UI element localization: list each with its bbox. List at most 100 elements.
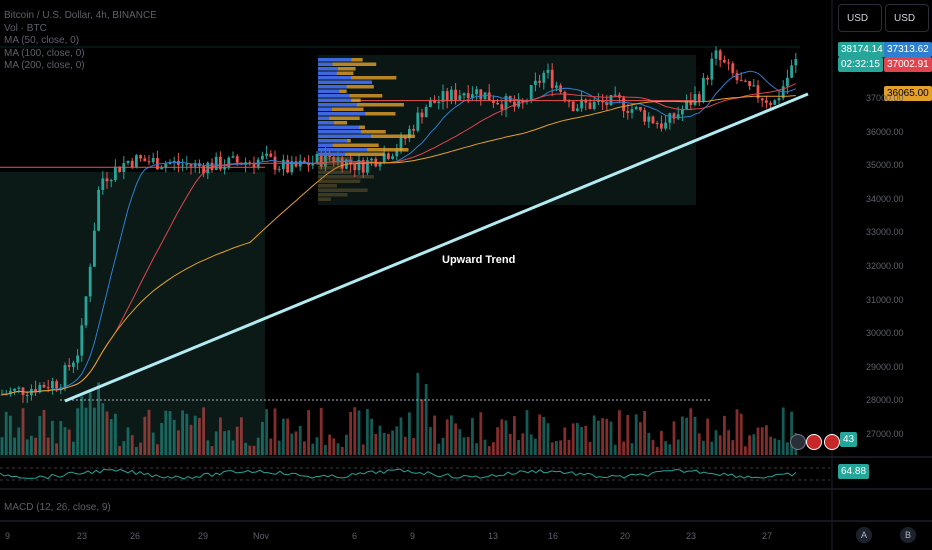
candle-body [655, 123, 659, 125]
volume-bar [651, 439, 655, 455]
volume-bar [164, 410, 168, 455]
volume-profile-bar [318, 98, 352, 102]
volume-bar [370, 418, 373, 455]
candle-body [613, 94, 617, 96]
volume-bar [588, 442, 592, 455]
candle-body [412, 128, 415, 131]
volume-bar [357, 410, 361, 455]
candle-body [718, 50, 722, 61]
candle-body [88, 266, 92, 297]
volume-bar [374, 433, 378, 455]
volume-tag: 43 [840, 432, 858, 447]
volume-bar [282, 418, 285, 455]
volume-bar [534, 438, 537, 455]
volume-bar [227, 430, 231, 455]
currency-button-2[interactable]: USD [885, 4, 929, 32]
candle-body [437, 101, 441, 104]
volume-bar [441, 437, 445, 455]
candle-body [626, 111, 630, 113]
volume-bar [80, 396, 84, 455]
volume-bar [172, 419, 176, 455]
us-flag-icon-2[interactable] [824, 434, 840, 450]
volume-bar [483, 439, 487, 455]
volume-bar [13, 437, 16, 455]
volume-bar [21, 408, 25, 455]
volume-bar [109, 419, 113, 455]
candle-body [630, 109, 634, 113]
button-b[interactable]: B [900, 527, 916, 543]
volume-bar [429, 427, 432, 455]
candle-body [353, 164, 357, 171]
volume-bar [773, 438, 777, 455]
candle-body [189, 164, 193, 167]
volume-profile-bar [318, 193, 348, 197]
volume-profile-bar [318, 148, 368, 152]
candle-body [697, 94, 701, 102]
volume-bar [189, 424, 193, 455]
candle-body [597, 100, 600, 102]
candle-body [462, 93, 466, 96]
volume-bar [781, 407, 785, 455]
x-tick-label: Nov [253, 531, 270, 541]
candle-body [248, 162, 252, 164]
volume-bar [0, 437, 4, 455]
volume-bar [307, 410, 310, 455]
us-flag-icon[interactable] [806, 434, 822, 450]
button-a[interactable]: A [856, 527, 872, 543]
candle-body [475, 89, 478, 95]
candle-body [143, 158, 147, 162]
volume-bar [332, 438, 336, 455]
x-tick-label: 9 [5, 531, 11, 541]
volume-bar [399, 417, 403, 455]
candle-body [639, 106, 642, 111]
volume-bar [584, 425, 588, 455]
candle-body [181, 164, 184, 166]
candle-body [25, 394, 29, 396]
volume-bar [286, 418, 289, 455]
candle-body [387, 153, 390, 159]
y-tick-label: 31000.00 [866, 294, 904, 305]
candle-body [534, 80, 537, 85]
volume-bar [273, 408, 277, 455]
candle-body [210, 162, 214, 170]
candle-body [588, 102, 592, 109]
candle-body [59, 387, 63, 389]
volume-bar [630, 443, 634, 455]
candle-body [214, 156, 218, 170]
volume-bar [546, 423, 550, 455]
candle-body [651, 116, 655, 124]
volume-bar [756, 427, 760, 455]
candle-body [773, 100, 777, 105]
volume-bar [672, 421, 676, 455]
volume-bar [265, 409, 268, 455]
volume-bar [744, 446, 747, 455]
candle-body [521, 100, 525, 103]
volume-bar [639, 422, 642, 455]
volume-bar [706, 418, 709, 455]
volume-profile-bar [318, 80, 372, 84]
candle-body [676, 114, 680, 119]
volume-bar [324, 444, 327, 455]
volume-bar [84, 407, 88, 455]
y-tick-label: 37000.00 [866, 93, 904, 103]
volume-bar [542, 416, 546, 455]
volume-profile-bar [318, 175, 375, 179]
volume-bar [479, 412, 483, 455]
candle-body [126, 160, 130, 164]
volume-bar [681, 416, 684, 455]
x-tick-label: 29 [198, 531, 209, 541]
volume-bar [177, 430, 180, 455]
currency-button-1[interactable]: USD [838, 4, 882, 32]
volume-profile-bar [318, 184, 337, 188]
volume-bar [420, 399, 424, 455]
lightning-icon[interactable] [790, 434, 806, 450]
candle-body [563, 91, 567, 101]
volume-bar [786, 442, 789, 455]
volume-bar [340, 446, 344, 455]
volume-bar [126, 427, 130, 455]
candle-body [382, 153, 386, 164]
volume-profile-bar [318, 143, 333, 147]
trend-line [64, 92, 809, 403]
candle-body [269, 153, 273, 157]
